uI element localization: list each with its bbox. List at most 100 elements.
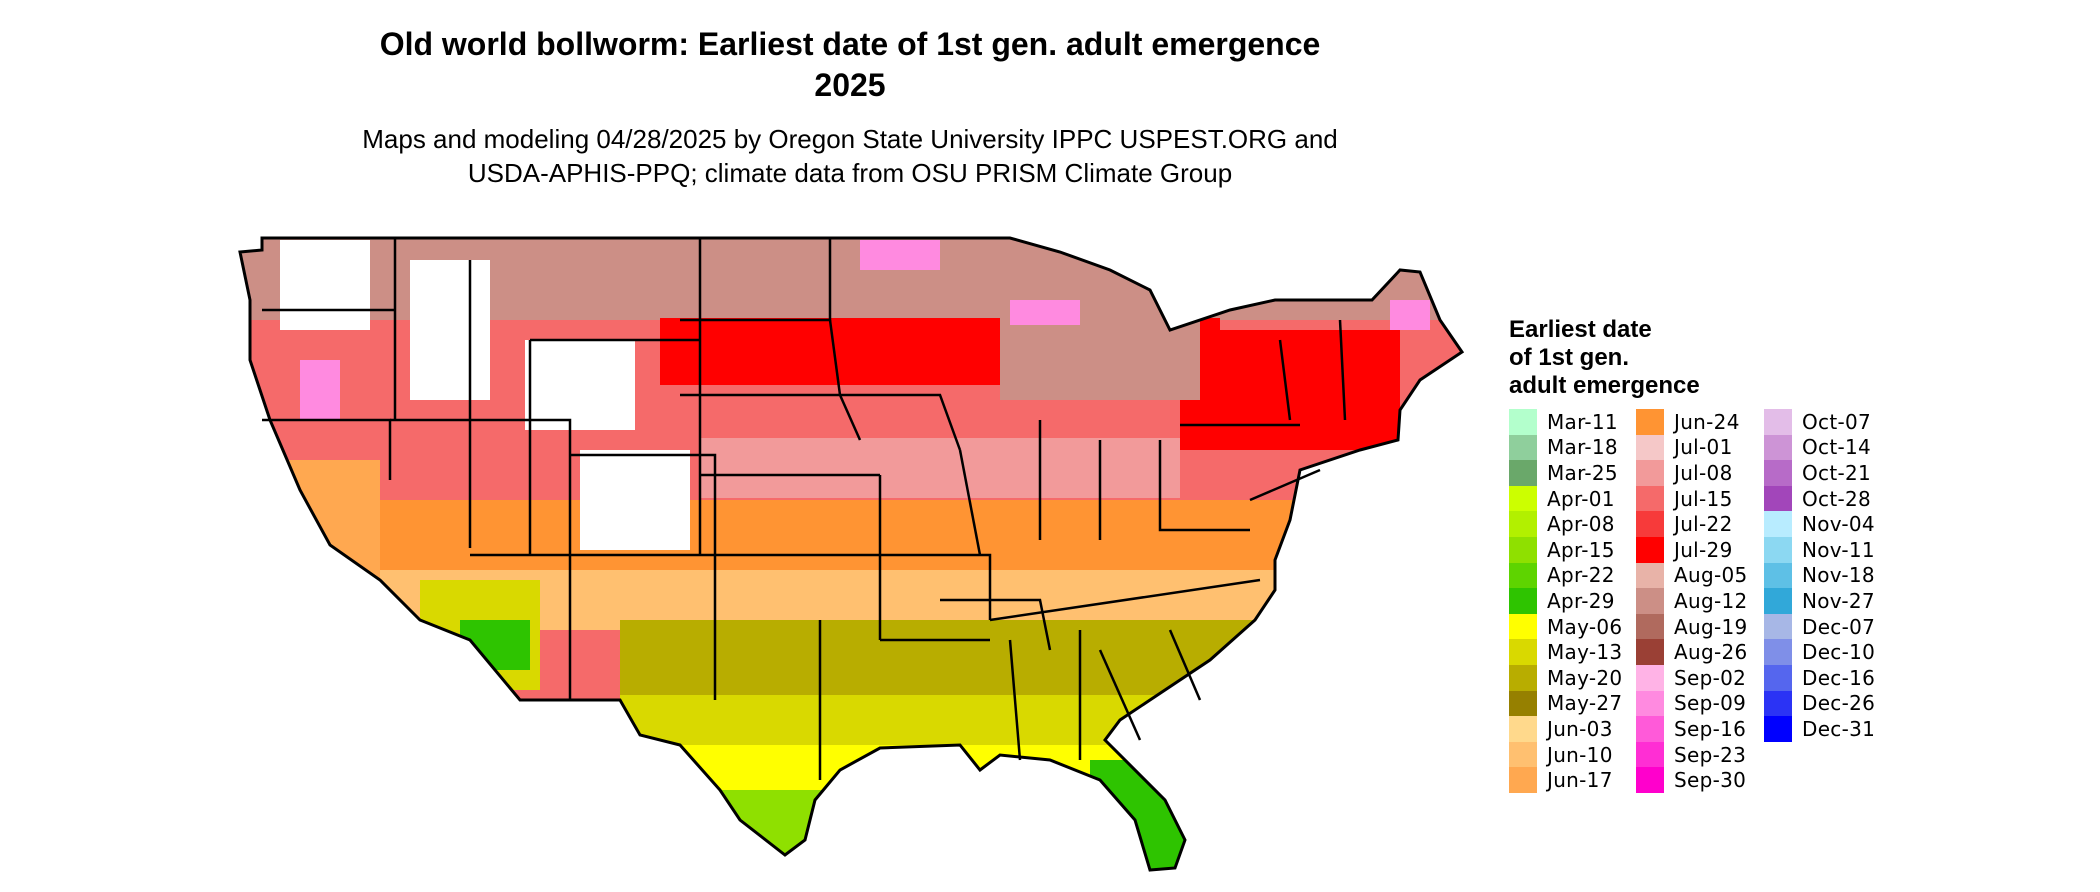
legend-item: Jun-03 xyxy=(1509,716,1622,742)
legend-swatch xyxy=(1764,588,1792,614)
legend-swatch xyxy=(1764,460,1792,486)
legend-item: Jul-01 xyxy=(1636,434,1748,461)
map-subtitle: Maps and modeling 04/28/2025 by Oregon S… xyxy=(260,122,1440,190)
legend-swatch xyxy=(1509,536,1537,563)
legend-item: Dec-26 xyxy=(1764,690,1875,717)
legend-swatch xyxy=(1636,434,1664,461)
legend-swatch xyxy=(1509,716,1537,742)
legend-swatch xyxy=(1636,639,1664,665)
legend-title-line: of 1st gen. xyxy=(1509,344,1630,371)
legend-swatch xyxy=(1636,741,1664,768)
legend-swatch xyxy=(1636,690,1664,717)
legend-column: Mar-11 Mar-18 Mar-25 Apr-01 Apr-08 Apr-15 Apr-… xyxy=(1509,409,1622,793)
legend-item: Oct-28 xyxy=(1764,485,1875,512)
legend-label: Sep-23 xyxy=(1674,742,1747,767)
legend-swatch xyxy=(1764,485,1792,512)
state-borders xyxy=(262,238,1347,780)
legend-swatch xyxy=(1636,409,1664,435)
legend-label: Jun-10 xyxy=(1547,742,1613,767)
legend-item: Sep-09 xyxy=(1636,690,1748,717)
legend-label: Mar-11 xyxy=(1547,409,1618,434)
legend-label: Nov-18 xyxy=(1802,563,1875,588)
legend-item: May-27 xyxy=(1509,690,1622,717)
legend-label: Oct-14 xyxy=(1802,435,1872,460)
legend-item: Oct-14 xyxy=(1764,434,1875,461)
legend-swatch xyxy=(1509,741,1537,768)
legend-label: Sep-16 xyxy=(1674,716,1747,741)
legend-label: Apr-08 xyxy=(1547,512,1615,537)
legend-item: Dec-10 xyxy=(1764,639,1875,665)
legend-swatch xyxy=(1636,664,1664,691)
legend-swatch xyxy=(1764,716,1792,742)
legend-item: Apr-29 xyxy=(1509,588,1622,614)
legend-item: Apr-15 xyxy=(1509,536,1622,563)
legend-item: Sep-16 xyxy=(1636,716,1748,742)
legend-item: Apr-08 xyxy=(1509,511,1622,537)
legend-item: Apr-22 xyxy=(1509,562,1622,589)
legend-swatch xyxy=(1636,511,1664,537)
legend-item: Sep-30 xyxy=(1636,767,1748,793)
legend-label: Apr-01 xyxy=(1547,486,1615,511)
legend-item: Aug-26 xyxy=(1636,639,1748,665)
legend-swatch xyxy=(1764,613,1792,640)
legend-item: Jun-10 xyxy=(1509,741,1622,768)
legend-label: Nov-04 xyxy=(1802,512,1875,537)
legend-swatch xyxy=(1509,767,1537,793)
map-title-line1: Old world bollworm: Earliest date of 1st… xyxy=(379,26,1321,62)
legend-label: Sep-02 xyxy=(1674,665,1747,690)
legend-item: Aug-05 xyxy=(1636,562,1748,589)
legend-item: Nov-27 xyxy=(1764,588,1875,614)
legend-swatch xyxy=(1509,613,1537,640)
map-title-line2: 2025 xyxy=(814,67,886,103)
legend-label: Dec-31 xyxy=(1802,716,1876,741)
legend-swatch xyxy=(1636,588,1664,614)
legend-item: May-13 xyxy=(1509,639,1622,665)
map-subtitle-line1: Maps and modeling 04/28/2025 by Oregon S… xyxy=(362,124,1338,154)
legend-swatch xyxy=(1764,562,1792,589)
legend-item: Jul-08 xyxy=(1636,460,1748,486)
legend-item: Nov-11 xyxy=(1764,536,1875,563)
legend-label: Jun-17 xyxy=(1547,768,1613,793)
legend-item: Oct-21 xyxy=(1764,460,1875,486)
legend-label: Aug-19 xyxy=(1674,614,1748,639)
legend-item: Mar-25 xyxy=(1509,460,1622,486)
legend-label: Nov-27 xyxy=(1802,588,1875,613)
legend-item: Mar-18 xyxy=(1509,434,1622,461)
legend-label: Oct-07 xyxy=(1802,409,1872,434)
legend-swatch xyxy=(1636,716,1664,742)
legend-label: May-13 xyxy=(1547,640,1623,665)
legend-item: Aug-12 xyxy=(1636,588,1748,614)
legend-item: Jul-15 xyxy=(1636,485,1748,512)
legend-label: Sep-30 xyxy=(1674,768,1747,793)
legend-column: Jun-24 Jul-01 Jul-08 Jul-15 Jul-22 Jul-29 Aug-… xyxy=(1636,409,1748,793)
legend-swatch xyxy=(1509,588,1537,614)
legend-label: Oct-21 xyxy=(1802,460,1872,485)
legend-column: Oct-07 Oct-14 Oct-21 Oct-28 Nov-04 Nov-11 Nov-… xyxy=(1764,409,1875,742)
legend-swatch xyxy=(1764,409,1792,435)
legend-swatch xyxy=(1764,690,1792,717)
legend-label: May-20 xyxy=(1547,665,1623,690)
map-title: Old world bollworm: Earliest date of 1st… xyxy=(260,24,1440,106)
legend-item: Dec-07 xyxy=(1764,613,1875,640)
legend-swatch xyxy=(1636,485,1664,512)
legend-swatch xyxy=(1764,511,1792,537)
legend-item: Sep-23 xyxy=(1636,741,1748,768)
legend-swatch xyxy=(1509,460,1537,486)
legend-label: Aug-05 xyxy=(1674,563,1748,588)
legend-swatch xyxy=(1764,536,1792,563)
legend-label: Jul-22 xyxy=(1674,512,1733,537)
legend-label: Dec-10 xyxy=(1802,640,1876,665)
legend-swatch xyxy=(1636,767,1664,793)
legend-swatch xyxy=(1636,536,1664,563)
legend-item: Dec-31 xyxy=(1764,716,1875,742)
legend-title: Earliest date of 1st gen. adult emergenc… xyxy=(1509,316,1700,400)
legend-label: Sep-09 xyxy=(1674,691,1747,716)
legend-swatch xyxy=(1764,639,1792,665)
legend-item: Apr-01 xyxy=(1509,485,1622,512)
legend-item: Oct-07 xyxy=(1764,409,1875,435)
legend-item: May-20 xyxy=(1509,664,1623,691)
legend-swatch xyxy=(1509,485,1537,512)
legend-label: Mar-25 xyxy=(1547,460,1618,485)
legend-title-line: adult emergence xyxy=(1509,372,1700,399)
legend-label: May-06 xyxy=(1547,614,1623,639)
